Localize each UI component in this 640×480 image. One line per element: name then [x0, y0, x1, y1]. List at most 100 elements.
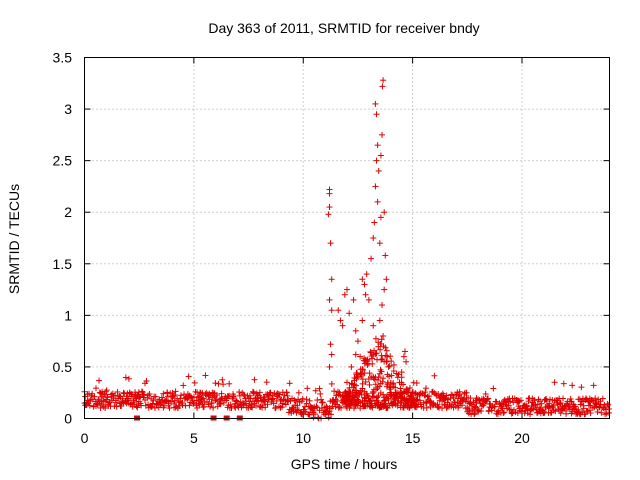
data-point: [120, 389, 127, 396]
data-point: [407, 393, 414, 400]
data-point: [359, 317, 366, 324]
data-point: [569, 382, 576, 389]
data-point: [172, 388, 179, 395]
data-point: [507, 398, 514, 405]
data-point: [315, 414, 322, 421]
data-point: [467, 395, 474, 402]
data-point: [385, 363, 392, 370]
data-point: [391, 396, 398, 403]
data-point: [598, 409, 605, 416]
data-point: [344, 394, 351, 401]
data-point: [303, 396, 310, 403]
data-point: [509, 409, 516, 416]
data-point: [490, 385, 497, 392]
data-point: [363, 397, 370, 404]
data-point: [350, 384, 357, 391]
data-point: [560, 380, 567, 387]
data-point: [397, 390, 404, 397]
data-point: [282, 401, 289, 408]
data-point: [328, 276, 335, 283]
x-tick-label: 15: [405, 430, 421, 446]
data-point: [377, 346, 384, 353]
data-point: [239, 402, 246, 409]
data-point: [389, 400, 396, 407]
data-point: [103, 387, 110, 394]
data-point: [249, 404, 256, 411]
data-point: [380, 402, 387, 409]
data-point: [220, 381, 227, 388]
data-point: [400, 353, 407, 360]
data-point: [328, 307, 335, 314]
data-point: [339, 322, 346, 329]
data-point: [557, 410, 564, 417]
data-point: [527, 411, 534, 418]
plot-frame: [84, 57, 610, 419]
data-point: [378, 336, 385, 343]
data-point: [353, 389, 360, 396]
data-point: [376, 317, 383, 324]
data-point: [363, 390, 370, 397]
data-point: [359, 380, 366, 387]
data-point: [605, 401, 612, 408]
data-point: [104, 394, 111, 401]
data-point: [359, 276, 366, 283]
data-point: [471, 410, 478, 417]
data-point: [326, 363, 333, 370]
data-point: [125, 375, 132, 382]
data-point: [322, 411, 329, 418]
data-point: [380, 391, 387, 398]
data-point: [230, 393, 237, 400]
data-point: [326, 190, 333, 197]
data-point: [471, 411, 478, 418]
data-point: [374, 142, 381, 149]
data-point: [363, 358, 370, 365]
data-point: [366, 370, 373, 377]
data-point: [370, 235, 377, 241]
data-point: [262, 404, 269, 411]
data-points: [81, 77, 612, 422]
data-point: [367, 349, 374, 356]
data-point: [180, 382, 187, 389]
data-point: [113, 403, 120, 410]
data-point: [565, 403, 572, 410]
data-point: [403, 358, 410, 365]
data-point: [371, 347, 378, 354]
data-point: [269, 395, 276, 402]
data-point: [341, 389, 348, 396]
data-point: [331, 388, 338, 395]
data-point: [191, 379, 198, 386]
data-point: [186, 402, 193, 409]
data-point: [336, 389, 343, 396]
data-point: [230, 393, 237, 400]
data-point: [160, 390, 167, 397]
data-point: [398, 374, 405, 381]
data-point: [226, 380, 233, 387]
data-point: [354, 396, 361, 403]
data-point: [312, 387, 319, 394]
data-point: [346, 402, 353, 409]
data-point: [122, 374, 129, 381]
data-point: [316, 385, 323, 392]
data-point: [279, 400, 286, 407]
y-tick-label: 1.5: [53, 256, 73, 272]
data-point: [219, 376, 226, 383]
data-point: [383, 347, 390, 354]
data-point: [442, 395, 449, 402]
data-point: [507, 406, 514, 413]
data-point: [344, 286, 350, 293]
data-point: [382, 352, 389, 359]
data-point: [368, 255, 375, 262]
data-point: [568, 398, 575, 405]
data-point: [263, 379, 270, 386]
data-point: [106, 399, 112, 406]
data-point: [370, 322, 377, 329]
data-point: [372, 335, 379, 342]
y-tick-label: 0.5: [53, 359, 73, 375]
data-point: [379, 131, 385, 138]
data-point: [386, 384, 393, 391]
data-point: [397, 400, 404, 407]
data-point: [362, 291, 369, 298]
data-point: [381, 209, 388, 216]
data-point: [552, 408, 559, 415]
data-point: [375, 343, 382, 350]
